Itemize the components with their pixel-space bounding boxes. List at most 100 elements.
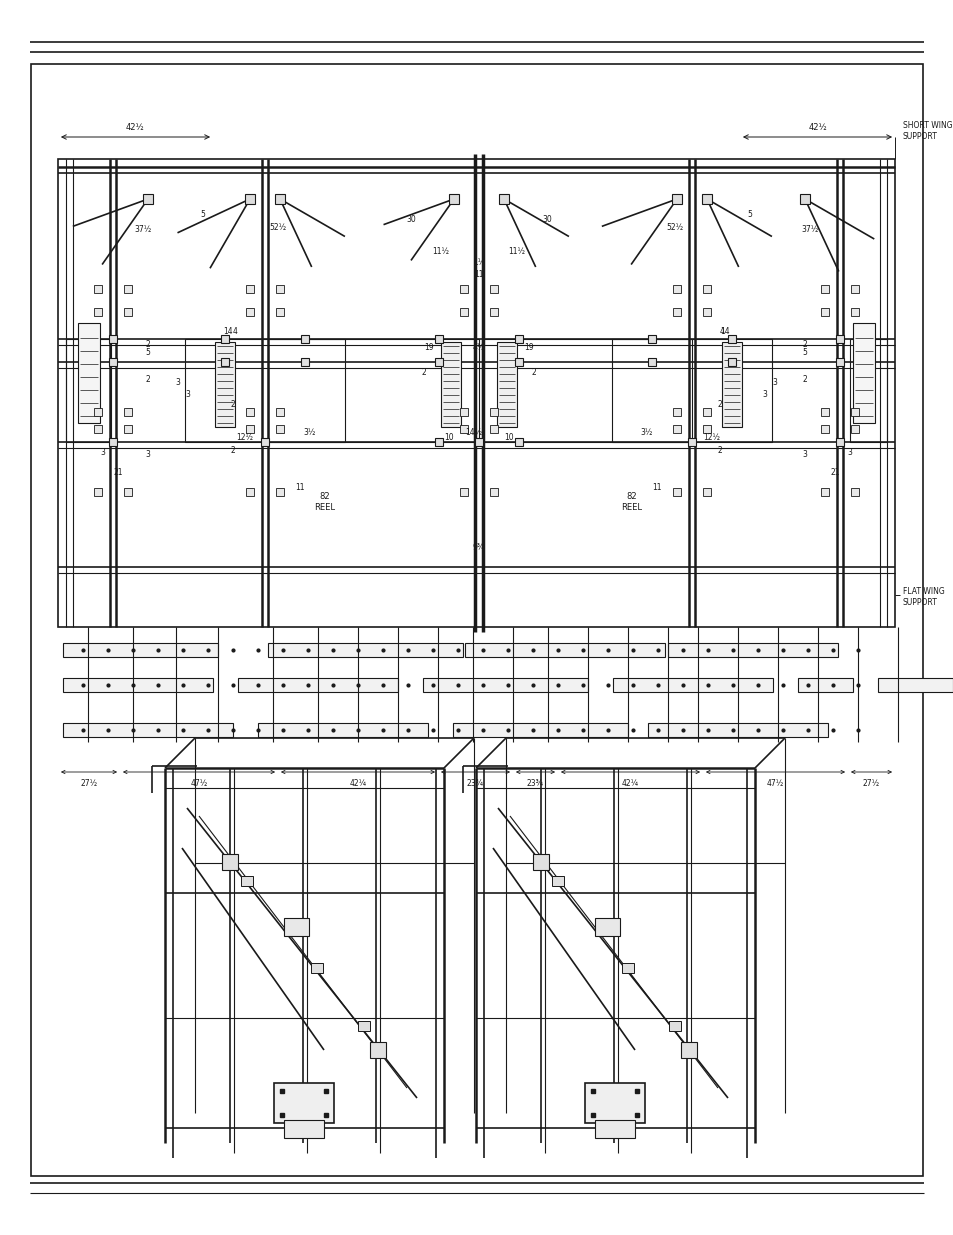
Bar — [257, 722, 428, 737]
Text: 2: 2 — [146, 374, 151, 384]
Text: 5: 5 — [801, 347, 806, 357]
Text: 2: 2 — [801, 374, 806, 384]
Bar — [124, 425, 132, 433]
Bar — [821, 425, 828, 433]
Bar — [498, 194, 509, 204]
Bar — [797, 678, 852, 692]
Text: 42¼: 42¼ — [349, 778, 366, 788]
Text: 2: 2 — [231, 446, 235, 454]
Bar — [222, 853, 237, 869]
Bar — [94, 308, 102, 316]
Bar — [669, 1020, 680, 1030]
Bar — [124, 408, 132, 416]
Text: 3: 3 — [146, 450, 151, 458]
Bar — [284, 1120, 324, 1137]
Text: 4: 4 — [719, 326, 723, 336]
Bar — [301, 335, 309, 343]
Text: 82
REEL: 82 REEL — [314, 493, 335, 511]
Bar — [63, 678, 213, 692]
Bar — [124, 308, 132, 316]
Bar — [237, 678, 397, 692]
Bar — [240, 876, 253, 885]
Text: 21: 21 — [113, 468, 123, 477]
Bar — [274, 194, 285, 204]
Text: 2: 2 — [231, 399, 235, 409]
Bar — [490, 285, 497, 293]
Text: 2: 2 — [717, 399, 721, 409]
Bar — [515, 438, 522, 446]
Bar — [672, 308, 680, 316]
Bar — [821, 285, 828, 293]
Bar — [94, 488, 102, 496]
Text: 12½: 12½ — [702, 432, 720, 441]
Bar — [109, 335, 117, 343]
Bar — [246, 425, 253, 433]
Text: 11: 11 — [652, 483, 661, 492]
Text: 2: 2 — [801, 340, 806, 348]
Text: 3½: 3½ — [303, 427, 315, 436]
Text: 4½: 4½ — [473, 342, 485, 352]
Bar — [245, 194, 254, 204]
Bar — [850, 308, 858, 316]
Text: 14: 14 — [720, 326, 729, 336]
Bar — [647, 722, 827, 737]
Bar — [481, 338, 691, 442]
Bar — [595, 918, 619, 936]
Bar — [727, 335, 735, 343]
Bar — [63, 722, 233, 737]
Bar — [667, 643, 837, 657]
Bar — [702, 425, 710, 433]
Text: 52½: 52½ — [269, 222, 286, 231]
Bar — [702, 308, 710, 316]
Bar — [311, 962, 323, 972]
Bar — [800, 194, 809, 204]
Text: 14: 14 — [223, 326, 233, 336]
Bar — [124, 488, 132, 496]
Text: 27½: 27½ — [862, 778, 879, 788]
Bar — [821, 408, 828, 416]
Bar — [275, 408, 284, 416]
Text: 11½: 11½ — [508, 247, 525, 256]
Bar — [702, 408, 710, 416]
Bar — [621, 962, 634, 972]
Bar — [515, 358, 522, 366]
Bar — [453, 722, 627, 737]
Bar — [702, 285, 710, 293]
Text: 2: 2 — [146, 340, 151, 348]
Text: 42½: 42½ — [126, 122, 144, 131]
Bar — [109, 358, 117, 366]
Bar — [275, 425, 284, 433]
Bar — [370, 1042, 386, 1058]
Text: 11½: 11½ — [432, 247, 449, 256]
Text: 3½: 3½ — [640, 427, 653, 436]
Bar — [613, 678, 772, 692]
Text: 3: 3 — [772, 378, 777, 387]
Text: 27½: 27½ — [80, 778, 97, 788]
Bar — [358, 1020, 370, 1030]
Bar — [459, 408, 468, 416]
Text: 5: 5 — [747, 210, 752, 219]
Text: 14½: 14½ — [465, 427, 482, 436]
Text: SHORT WING
SUPPORT: SHORT WING SUPPORT — [902, 121, 952, 141]
Bar — [850, 488, 858, 496]
Bar — [647, 335, 656, 343]
Text: 30: 30 — [541, 215, 551, 224]
Bar — [459, 285, 468, 293]
Bar — [459, 425, 468, 433]
Text: 37½: 37½ — [134, 225, 152, 233]
Bar — [274, 1083, 334, 1123]
Text: 19: 19 — [424, 342, 434, 352]
Bar — [647, 358, 656, 366]
Bar — [721, 342, 741, 427]
Bar — [475, 438, 482, 446]
Bar — [261, 438, 269, 446]
Bar — [268, 338, 478, 442]
Bar — [124, 285, 132, 293]
Bar — [221, 335, 229, 343]
Text: 47½: 47½ — [191, 778, 208, 788]
Bar — [246, 408, 253, 416]
Bar — [672, 425, 680, 433]
Bar — [185, 338, 345, 442]
Bar — [422, 678, 587, 692]
Bar — [835, 438, 843, 446]
